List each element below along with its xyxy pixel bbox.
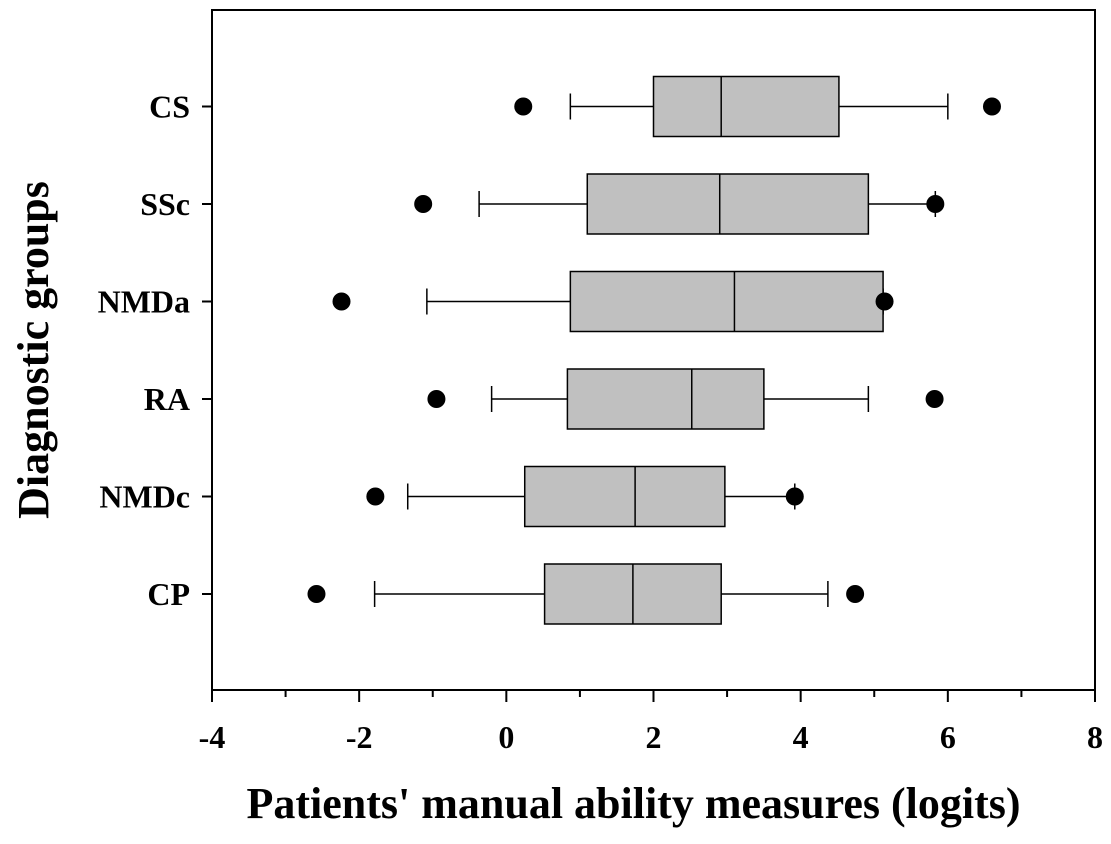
x-tick-label: -2 xyxy=(346,719,373,755)
outlier-point xyxy=(925,390,944,408)
box-group-cs xyxy=(514,75,1001,138)
box-iqr xyxy=(569,270,884,333)
box-iqr xyxy=(566,368,765,430)
outlier-point xyxy=(332,292,351,311)
box-group-nmdc xyxy=(366,465,804,528)
outlier-point xyxy=(875,292,894,311)
y-tick-label: CP xyxy=(147,576,190,612)
x-axis: -4 -2 0 2 4 6 8 xyxy=(199,690,1103,755)
box-group-cp xyxy=(307,563,865,625)
x-tick-label: 4 xyxy=(793,719,809,755)
x-axis-title: Patients' manual ability measures (logit… xyxy=(246,779,1020,828)
y-tick-label: NMDa xyxy=(98,284,190,320)
y-category-labels: CS SSc NMDa RA NMDc CP xyxy=(98,89,212,612)
outlier-point xyxy=(307,585,326,603)
box-group-ra xyxy=(427,368,944,430)
y-tick-label: SSc xyxy=(140,186,190,222)
box-iqr xyxy=(523,465,726,528)
x-tick-label: 8 xyxy=(1087,719,1103,755)
outlier-point xyxy=(514,97,533,116)
outlier-point xyxy=(982,97,1001,116)
outlier-point xyxy=(926,195,945,213)
y-tick-label: NMDc xyxy=(99,479,190,515)
box-iqr xyxy=(652,75,840,138)
outlier-point xyxy=(846,585,865,603)
y-tick-label: RA xyxy=(144,381,190,417)
box-series xyxy=(307,75,1001,625)
box-group-nmda xyxy=(332,270,894,333)
y-tick-label: CS xyxy=(149,89,190,125)
x-tick-label: -4 xyxy=(199,719,226,755)
outlier-point xyxy=(785,487,804,506)
box-group-ssc xyxy=(414,173,945,235)
outlier-point xyxy=(414,195,433,213)
outlier-point xyxy=(366,487,385,506)
x-tick-label: 0 xyxy=(498,719,514,755)
box-iqr xyxy=(586,173,870,235)
y-axis-title: Diagnostic groups xyxy=(9,181,58,519)
x-tick-label: 6 xyxy=(940,719,956,755)
outlier-point xyxy=(427,390,446,408)
x-tick-label: 2 xyxy=(646,719,662,755)
